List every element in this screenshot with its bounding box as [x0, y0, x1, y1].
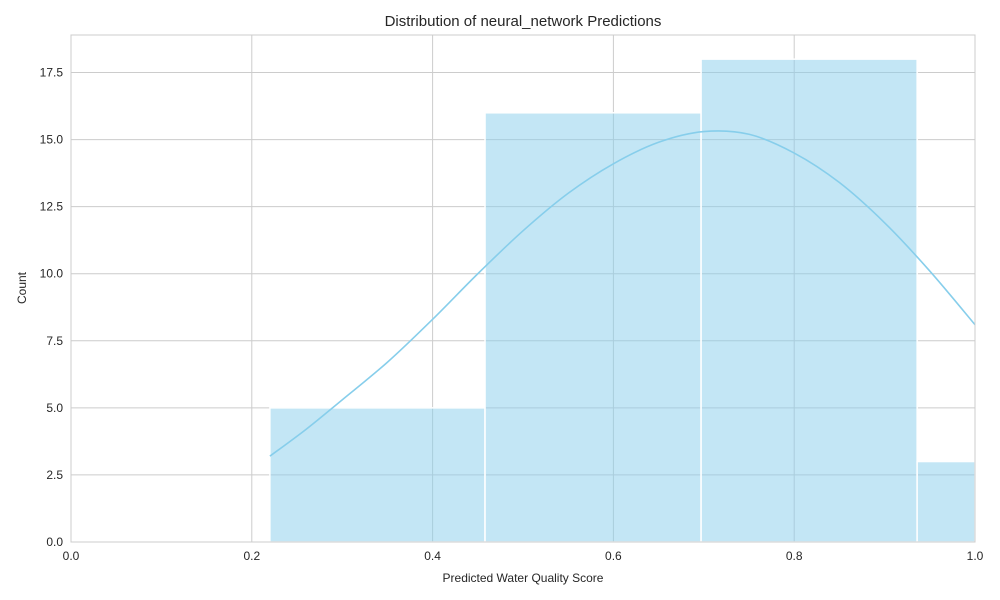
x-tick-label: 0.0	[63, 549, 80, 563]
chart-title: Distribution of neural_network Predictio…	[385, 13, 662, 30]
y-tick-label: 0.0	[46, 535, 63, 549]
histogram-bar	[269, 407, 486, 543]
y-tick-labels: 0.0 2.5 5.0 7.5 10.0 12.5 15.0 17.5	[40, 66, 64, 549]
y-axis-label: Count	[15, 271, 29, 304]
x-tick-label: 1.0	[967, 549, 984, 563]
y-tick-label: 12.5	[40, 200, 64, 214]
y-tick-label: 10.0	[40, 267, 64, 281]
x-tick-label: 0.2	[243, 549, 260, 563]
plot-frame	[70, 34, 976, 543]
y-tick-label: 2.5	[46, 468, 63, 482]
histogram-bar	[484, 112, 702, 543]
x-axis-label: Predicted Water Quality Score	[443, 571, 604, 585]
kde-curve	[269, 130, 976, 457]
y-tick-label: 5.0	[46, 401, 63, 415]
histogram-bar	[916, 460, 976, 543]
y-tick-label: 7.5	[46, 334, 63, 348]
x-tick-label: 0.4	[424, 549, 441, 563]
y-tick-label: 17.5	[40, 66, 64, 80]
y-tick-label: 15.0	[40, 133, 64, 147]
x-tick-labels: 0.0 0.2 0.4 0.6 0.8 1.0	[63, 549, 984, 563]
histogram-bars	[269, 58, 976, 543]
kde-curve-layer	[269, 130, 976, 457]
histogram-bar	[700, 58, 918, 543]
x-tick-label: 0.8	[786, 549, 803, 563]
x-tick-label: 0.6	[605, 549, 622, 563]
